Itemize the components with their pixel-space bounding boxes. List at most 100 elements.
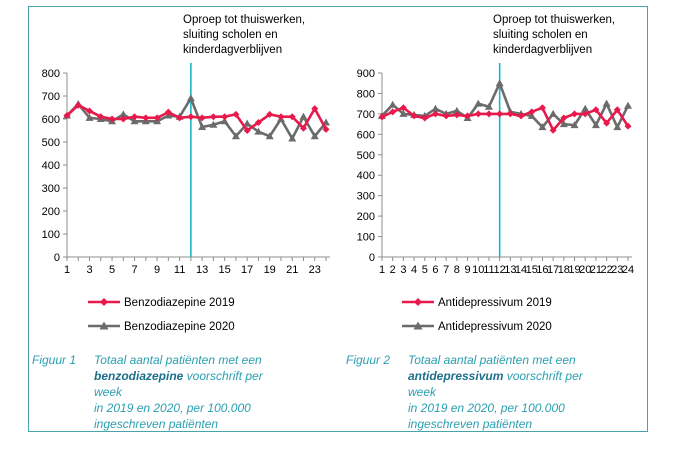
x-tick-label: 19 xyxy=(264,264,276,276)
data-point xyxy=(231,132,240,140)
data-point xyxy=(506,110,514,118)
annotation-text: Oproep tot thuiswerken, xyxy=(183,14,305,26)
y-tick-label: 700 xyxy=(42,91,60,103)
caption-text: Totaal aantal patiënten met een benzodia… xyxy=(94,353,263,431)
data-point xyxy=(613,106,621,114)
caption-text: Totaal aantal patiënten met een antidepr… xyxy=(408,353,583,431)
x-tick-label: 13 xyxy=(196,264,208,276)
y-tick-label: 800 xyxy=(357,88,375,100)
y-tick-label: 500 xyxy=(357,150,375,162)
data-point xyxy=(528,108,536,116)
y-tick-label: 0 xyxy=(54,252,60,264)
data-point xyxy=(209,120,218,128)
x-tick-label: 9 xyxy=(465,264,471,276)
x-tick-label: 17 xyxy=(241,264,253,276)
x-tick-label: 17 xyxy=(547,264,559,276)
y-tick-label: 100 xyxy=(42,229,60,241)
data-point xyxy=(254,127,263,135)
data-point xyxy=(288,113,296,121)
data-point xyxy=(176,114,184,122)
data-point xyxy=(538,123,547,131)
data-point xyxy=(186,94,195,102)
x-tick-label: 4 xyxy=(411,264,417,276)
data-point xyxy=(485,110,493,118)
x-tick-label: 23 xyxy=(611,264,623,276)
data-point xyxy=(431,110,439,118)
data-point xyxy=(399,104,407,112)
x-tick-label: 7 xyxy=(132,264,138,276)
x-tick-label: 2 xyxy=(390,264,396,276)
x-tick-label: 14 xyxy=(515,264,527,276)
y-tick-label: 300 xyxy=(42,183,60,195)
data-point xyxy=(464,112,472,120)
x-tick-label: 5 xyxy=(422,264,428,276)
data-point xyxy=(187,113,195,121)
data-point xyxy=(74,101,82,109)
data-point xyxy=(517,112,525,120)
data-point xyxy=(581,104,590,112)
legend-marker xyxy=(413,321,423,330)
data-point xyxy=(232,110,240,118)
data-point xyxy=(265,132,274,140)
caption-bold-term: benzodiazepine xyxy=(94,369,184,383)
legend-marker xyxy=(99,321,109,330)
x-tick-label: 16 xyxy=(536,264,548,276)
data-point xyxy=(474,110,482,118)
data-point xyxy=(164,108,172,116)
y-tick-label: 400 xyxy=(42,160,60,172)
annotation-text: Oproep tot thuiswerken, xyxy=(493,14,615,26)
data-point xyxy=(538,104,546,112)
data-point xyxy=(474,99,483,107)
data-point xyxy=(496,110,504,118)
data-point xyxy=(108,115,116,123)
x-tick-label: 21 xyxy=(286,264,298,276)
data-point xyxy=(299,112,308,120)
annotation-text: kinderdagverblijven xyxy=(493,44,592,56)
x-tick-label: 19 xyxy=(568,264,580,276)
x-tick-label: 3 xyxy=(400,264,406,276)
data-point xyxy=(602,99,611,107)
data-point xyxy=(63,112,71,120)
x-tick-label: 3 xyxy=(86,264,92,276)
data-point xyxy=(603,119,611,127)
data-point xyxy=(243,119,252,127)
y-tick-label: 500 xyxy=(42,137,60,149)
data-point xyxy=(130,117,139,125)
y-tick-label: 100 xyxy=(357,232,375,244)
data-point xyxy=(624,122,632,130)
y-tick-label: 800 xyxy=(42,68,60,80)
x-tick-label: 15 xyxy=(219,264,231,276)
y-tick-label: 600 xyxy=(42,114,60,126)
y-tick-label: 200 xyxy=(357,211,375,223)
x-tick-label: 20 xyxy=(579,264,591,276)
data-point xyxy=(142,114,150,122)
y-tick-label: 700 xyxy=(357,109,375,121)
data-point xyxy=(559,120,568,128)
data-point xyxy=(591,121,600,129)
data-point xyxy=(453,111,461,119)
data-point xyxy=(220,117,229,125)
x-tick-label: 21 xyxy=(590,264,602,276)
data-point xyxy=(311,105,319,113)
figure-frame xyxy=(28,6,648,432)
x-tick-label: 23 xyxy=(309,264,321,276)
caption-number: Figuur 1 xyxy=(32,353,77,367)
data-point xyxy=(266,110,274,118)
data-point xyxy=(571,110,579,118)
legend-marker xyxy=(414,298,422,306)
annotation-text: sluiting scholen en xyxy=(493,29,588,41)
data-point xyxy=(243,127,251,134)
x-tick-label: 1 xyxy=(64,264,70,276)
data-point xyxy=(549,109,558,117)
data-point xyxy=(221,113,229,121)
data-point xyxy=(527,111,536,119)
data-point xyxy=(322,125,330,133)
data-point xyxy=(254,118,262,126)
annotation-text: kinderdagverblijven xyxy=(183,44,282,56)
legend-label: Antidepressivum 2020 xyxy=(438,321,552,333)
data-point xyxy=(85,113,94,121)
caption-bold-term: antidepressivum xyxy=(408,369,504,383)
x-tick-label: 24 xyxy=(622,264,634,276)
x-tick-label: 18 xyxy=(558,264,570,276)
data-point xyxy=(119,115,127,123)
